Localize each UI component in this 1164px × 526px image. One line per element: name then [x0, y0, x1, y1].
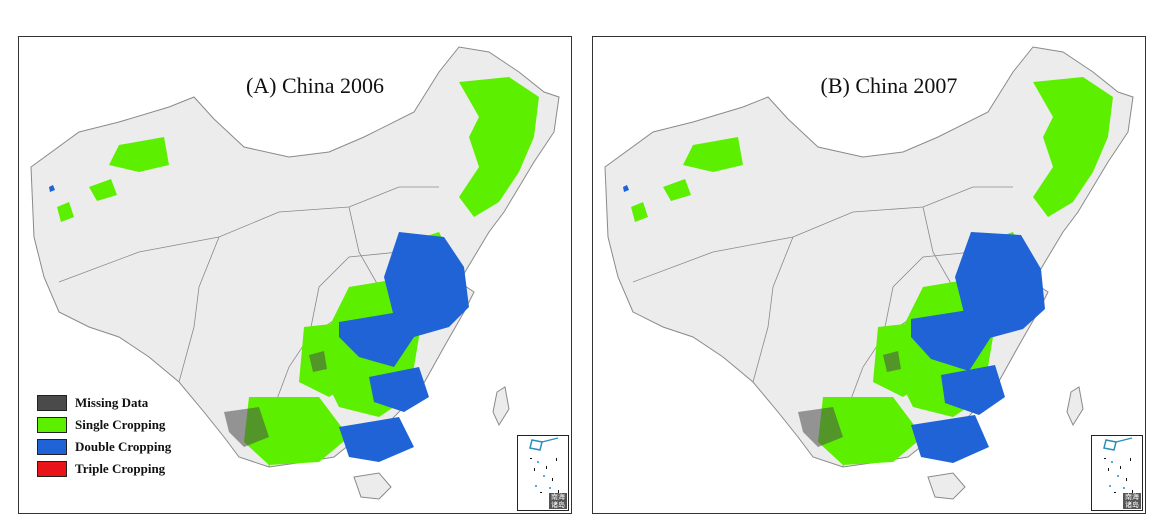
legend-swatch: [37, 395, 67, 411]
inset-label: 南海诸岛: [1123, 493, 1141, 509]
double-cropping-areas: [49, 185, 469, 462]
panel-title: (A) China 2006: [245, 73, 385, 98]
legend-item-single: Single Cropping: [37, 414, 171, 436]
south-china-sea-inset: 南海诸岛: [1091, 435, 1143, 511]
legend-label: Single Cropping: [75, 417, 166, 432]
legend-label: Double Cropping: [75, 439, 172, 454]
hainan-island: [353, 472, 392, 500]
legend: Missing Data Single Cropping Double Crop…: [37, 392, 171, 480]
missing-data-speckle: [798, 351, 901, 447]
map-panel-2007: (B) China 2007 南海诸岛: [592, 36, 1146, 514]
inset-map: [1103, 437, 1133, 493]
legend-label: Missing Data: [75, 395, 149, 410]
taiwan-island: [492, 386, 510, 427]
map-panel-2006: (A) China 2006 Missing Data Single Cropp…: [18, 36, 572, 514]
legend-item-double: Double Cropping: [37, 436, 171, 458]
hainan-island: [927, 472, 966, 500]
china-map: [604, 46, 1134, 500]
missing-data-speckle: [224, 351, 327, 447]
legend-swatch: [37, 461, 67, 477]
legend-item-triple: Triple Cropping: [37, 458, 171, 480]
china-map: [30, 46, 560, 500]
taiwan-island: [1066, 386, 1084, 427]
legend-swatch: [37, 417, 67, 433]
legend-label: Triple Cropping: [75, 461, 166, 476]
south-china-sea-inset: 南海诸岛: [517, 435, 569, 511]
legend-item-missing: Missing Data: [37, 392, 171, 414]
inset-label: 南海诸岛: [549, 493, 567, 509]
legend-swatch: [37, 439, 67, 455]
panel-title: (B) China 2007: [820, 73, 958, 98]
double-cropping-areas: [623, 185, 1045, 463]
inset-map: [529, 437, 559, 493]
